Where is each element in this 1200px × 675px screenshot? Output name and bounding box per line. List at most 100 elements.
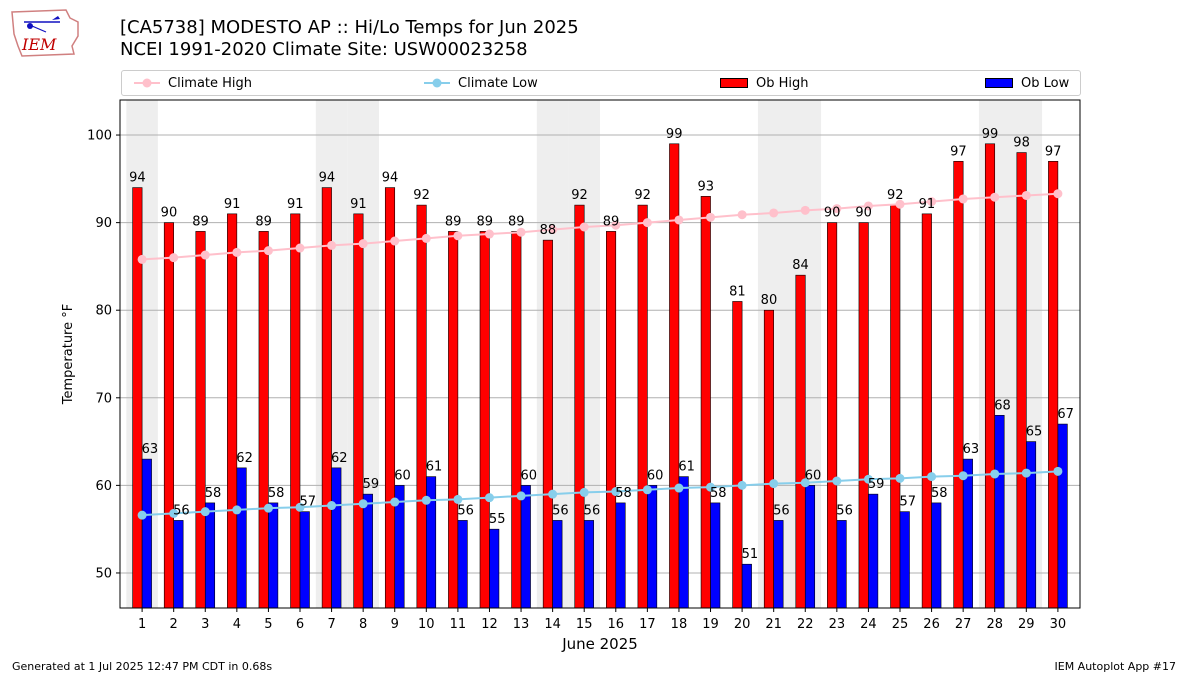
x-tick-label: 27: [955, 617, 972, 632]
legend-ob-high-swatch: [720, 78, 748, 88]
x-tick-label: 21: [765, 617, 782, 632]
bar-ob-high: [827, 222, 838, 609]
x-tick-label: 15: [576, 617, 593, 632]
label-ob-low: 56: [173, 503, 190, 518]
label-ob-high: 89: [445, 214, 462, 229]
x-tick-label: 29: [1018, 617, 1035, 632]
iem-logo: IEM: [8, 6, 84, 62]
label-ob-high: 99: [666, 127, 683, 142]
bar-ob-high: [984, 143, 996, 609]
bar-ob-high: [321, 187, 332, 609]
x-tick-label: 20: [734, 617, 751, 632]
x-tick-label: 18: [671, 617, 688, 632]
point-climate-high: [927, 197, 937, 207]
legend-climate-low: Climate Low: [424, 74, 538, 92]
legend-label: Climate Low: [458, 75, 538, 91]
x-tick-label: 10: [418, 617, 435, 632]
point-climate-high: [611, 220, 621, 230]
point-climate-low: [1053, 466, 1063, 476]
point-climate-low: [611, 487, 621, 497]
x-tick-label: 22: [797, 617, 814, 632]
bar-ob-high: [953, 161, 964, 609]
label-ob-low: 60: [394, 468, 411, 483]
label-ob-high: 90: [855, 206, 872, 221]
label-ob-high: 99: [982, 127, 999, 142]
x-tick-label: 2: [170, 617, 178, 632]
x-tick-label: 26: [923, 617, 940, 632]
point-climate-high: [769, 208, 779, 218]
x-tick-label: 23: [829, 617, 846, 632]
bar-ob-low: [962, 458, 973, 609]
point-climate-high: [327, 240, 337, 250]
legend-climate-high: Climate High: [134, 74, 252, 92]
bar-ob-high: [132, 187, 143, 609]
x-axis-label: June 2025: [561, 635, 638, 653]
label-ob-low: 60: [805, 468, 822, 483]
label-ob-low: 65: [1026, 425, 1043, 440]
bar-ob-low: [236, 467, 247, 609]
x-tick-label: 28: [986, 617, 1003, 632]
point-climate-low: [927, 472, 937, 482]
label-ob-low: 56: [457, 503, 474, 518]
label-ob-high: 90: [824, 206, 841, 221]
bar-ob-high: [290, 213, 301, 609]
label-ob-high: 92: [571, 188, 588, 203]
label-ob-low: 56: [584, 503, 601, 518]
bar-ob-low: [1026, 441, 1037, 609]
bar-ob-high: [700, 196, 711, 609]
point-climate-low: [137, 510, 147, 520]
point-climate-high: [706, 212, 716, 222]
bar-ob-low: [899, 511, 910, 609]
bar-ob-high: [542, 239, 553, 609]
label-ob-high: 89: [192, 214, 209, 229]
point-climate-high: [200, 250, 210, 260]
label-ob-high: 89: [476, 214, 493, 229]
label-ob-high: 94: [319, 171, 336, 186]
label-ob-high: 92: [887, 188, 904, 203]
label-ob-high: 94: [129, 171, 146, 186]
bar-ob-low: [520, 485, 531, 609]
legend-label: Ob Low: [1021, 75, 1070, 91]
label-ob-high: 98: [1013, 136, 1030, 151]
point-climate-high: [895, 199, 905, 209]
label-ob-low: 61: [678, 460, 695, 475]
x-tick-label: 25: [892, 617, 909, 632]
point-climate-high: [516, 227, 526, 237]
point-climate-low: [958, 471, 968, 481]
label-ob-low: 58: [615, 486, 632, 501]
legend-climate-low-swatch: [424, 78, 450, 88]
label-ob-high: 91: [919, 197, 936, 212]
bar-ob-high: [763, 309, 774, 609]
bar-ob-low: [204, 502, 216, 609]
bar-ob-low: [362, 493, 373, 609]
x-tick-label: 30: [1050, 617, 1067, 632]
point-climate-low: [832, 476, 842, 486]
label-ob-high: 89: [508, 214, 525, 229]
bar-ob-high: [858, 222, 869, 609]
bar-ob-high: [637, 204, 648, 609]
legend-ob-high: Ob High: [720, 74, 809, 92]
line-climate-low: [142, 470, 1058, 517]
point-climate-high: [232, 247, 242, 257]
x-tick-label: 12: [481, 617, 498, 632]
point-climate-high: [263, 246, 273, 256]
label-ob-low: 58: [268, 486, 285, 501]
legend-ob-low-swatch: [985, 78, 1013, 88]
legend-label: Climate High: [168, 75, 253, 91]
label-ob-low: 59: [868, 477, 885, 492]
footer-app: IEM Autoplot App #17: [1054, 660, 1177, 673]
y-tick-label: 90: [95, 216, 112, 231]
bar-ob-high: [195, 231, 206, 609]
label-ob-low: 63: [963, 442, 980, 457]
point-climate-high: [548, 225, 558, 235]
label-ob-low: 57: [899, 495, 916, 510]
label-ob-high: 93: [698, 179, 715, 194]
point-climate-low: [548, 489, 558, 499]
bar-ob-low: [678, 476, 689, 609]
x-tick-label: 3: [201, 617, 209, 632]
label-ob-high: 97: [1045, 144, 1062, 159]
bar-ob-high: [227, 213, 238, 609]
x-tick-label: 16: [608, 617, 625, 632]
legend-climate-high-swatch: [134, 78, 160, 88]
point-climate-high: [358, 239, 368, 249]
